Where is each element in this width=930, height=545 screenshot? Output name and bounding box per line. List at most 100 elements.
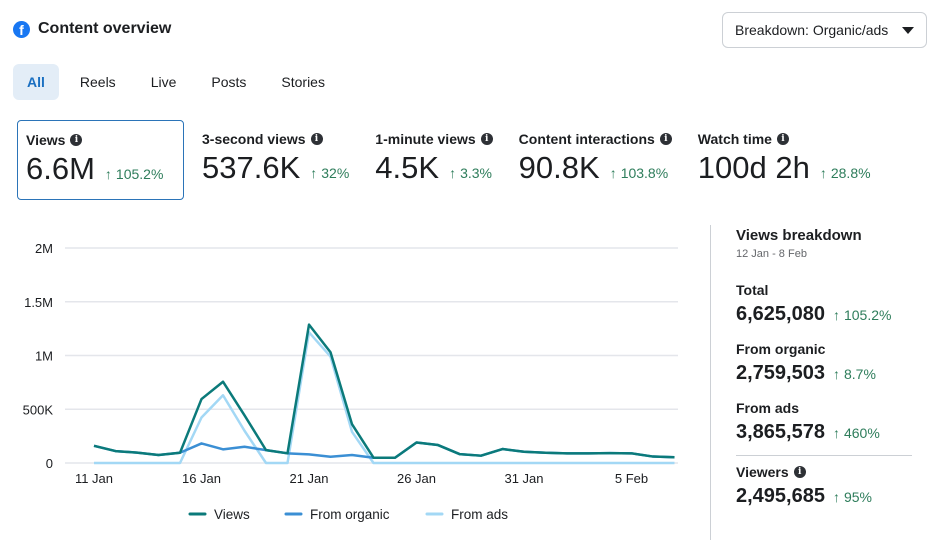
breakdown-item-label: From ads: [736, 400, 930, 416]
breakdown-item: Total 6,625,080 ↑ 105.2%: [736, 282, 930, 326]
metric-change-text: 28.8%: [830, 165, 871, 181]
x-tick-label: 16 Jan: [182, 471, 221, 486]
metric-change: ↑ 3.3%: [449, 165, 492, 181]
divider: [736, 455, 912, 456]
metric-label: Content interactions i: [519, 131, 672, 147]
breakdown-item: Viewers i 2,495,685 ↑ 95%: [736, 455, 930, 508]
arrow-up-icon: ↑: [832, 425, 840, 441]
metric-change-text: 32%: [321, 165, 350, 181]
metric-value: 100d 2h: [697, 150, 810, 185]
breakdown-item: From organic 2,759,503 ↑ 8.7%: [736, 341, 930, 385]
info-icon[interactable]: i: [480, 133, 493, 145]
label-text: Total: [736, 282, 769, 298]
info-icon[interactable]: i: [70, 134, 83, 146]
x-tick-label: 21 Jan: [289, 471, 328, 486]
metric-change: ↑ 32%: [310, 165, 349, 181]
breakdown-title: Views breakdown: [736, 227, 862, 244]
arrow-up-icon: ↑: [310, 165, 318, 181]
breakdown-item: From ads 3,865,578 ↑ 460%: [736, 400, 930, 444]
breakdown-item-label: From organic: [736, 341, 930, 357]
metric-value: 90.8K: [518, 150, 600, 185]
metric-change-text: 103.8%: [620, 165, 669, 181]
x-tick-label: 11 Jan: [75, 471, 113, 486]
views-chart: 0 500K 1M 1.5M 2M 11 Jan 16 Jan 21 Jan 26 Jan 31 …: [0, 225, 700, 540]
breakdown-item-change: ↑ 105.2%: [833, 307, 891, 323]
metric-content-interactions[interactable]: Content interactions i 90.8K ↑ 103.8%: [511, 120, 680, 200]
breakdown-item-label: Viewers i: [736, 464, 930, 480]
metric-label: 1-minute views i: [375, 131, 493, 147]
metric-change-text: 105.2%: [115, 166, 164, 182]
arrow-up-icon: ↑: [832, 366, 840, 382]
metric-change: ↑ 105.2%: [105, 166, 163, 182]
facebook-icon: f: [13, 20, 30, 38]
metrics-row: Views i 6.6M ↑ 105.2% 3-second views i 537.6K…: [17, 120, 889, 200]
chart-svg: 0 500K 1M 1.5M 2M 11 Jan 16 Jan 21 Jan 26 Jan 31 …: [23, 241, 678, 522]
header: f Content overview: [13, 20, 171, 38]
label-text: Viewers: [736, 464, 789, 480]
metric-label-text: Views: [26, 132, 66, 148]
arrow-up-icon: ↑: [832, 307, 840, 323]
arrow-up-icon: ↑: [832, 489, 840, 505]
y-tick-label: 500K: [23, 402, 54, 417]
tab-reels[interactable]: Reels: [79, 74, 116, 90]
info-icon[interactable]: i: [793, 466, 806, 478]
breakdown-label: Breakdown: Organic/ads: [735, 22, 889, 38]
label-text: From ads: [736, 400, 800, 416]
metric-1-minute-views[interactable]: 1-minute views i 4.5K ↑ 3.3%: [367, 120, 500, 200]
metric-label-text: Watch time: [697, 131, 772, 147]
breakdown-item-label: Total: [736, 282, 930, 298]
change-text: 8.7%: [843, 366, 876, 382]
breakdown-item-value: 2,759,503: [736, 362, 825, 384]
breakdown-item-value: 3,865,578: [736, 421, 825, 443]
metric-label-text: 3-second views: [202, 131, 306, 147]
info-icon[interactable]: i: [310, 133, 323, 145]
metric-label-text: 1-minute views: [375, 131, 476, 147]
tab-posts[interactable]: Posts: [211, 74, 247, 90]
metric-label-text: Content interactions: [518, 131, 655, 147]
series-line-views: [93, 323, 675, 459]
tab-stories[interactable]: Stories: [281, 74, 325, 90]
breakdown-date-range: 12 Jan - 8 Feb: [736, 248, 807, 260]
legend-label: From ads: [451, 507, 508, 522]
legend-label: Views: [214, 507, 250, 522]
breakdown-item-change: ↑ 95%: [833, 489, 872, 505]
change-text: 95%: [843, 489, 873, 505]
metric-change: ↑ 28.8%: [820, 165, 871, 181]
caret-down-icon: [902, 26, 914, 34]
series-line-from-ads: [94, 331, 675, 465]
change-text: 460%: [843, 425, 880, 441]
metric-label: Views i: [26, 132, 175, 148]
breakdown-item-change: ↑ 8.7%: [833, 366, 876, 382]
metric-label: Watch time i: [698, 131, 871, 147]
metric-value: 4.5K: [375, 150, 440, 185]
x-tick-label: 5 Feb: [615, 471, 648, 486]
info-icon[interactable]: i: [659, 133, 672, 145]
y-tick-label: 0: [46, 456, 53, 471]
tab-live[interactable]: Live: [150, 74, 177, 90]
arrow-up-icon: ↑: [819, 165, 827, 181]
breakdown-item-change: ↑ 460%: [833, 425, 880, 441]
content-tabs: All Reels Live Posts Stories: [13, 64, 346, 100]
change-text: 105.2%: [843, 307, 892, 323]
breakdown-item-value: 6,625,080: [736, 303, 825, 325]
y-tick-label: 1.5M: [24, 295, 53, 310]
metric-change: ↑ 103.8%: [610, 165, 668, 181]
info-icon[interactable]: i: [776, 133, 789, 145]
label-text: From organic: [736, 341, 826, 357]
metric-watch-time[interactable]: Watch time i 100d 2h ↑ 28.8%: [690, 120, 879, 200]
metric-3-second-views[interactable]: 3-second views i 537.6K ↑ 32%: [194, 120, 357, 200]
breakdown-item-value: 2,495,685: [736, 485, 825, 507]
y-tick-label: 2M: [35, 241, 53, 256]
legend-label: From organic: [310, 507, 390, 522]
metric-value: 6.6M: [26, 151, 95, 186]
arrow-up-icon: ↑: [104, 166, 112, 182]
metric-label: 3-second views i: [202, 131, 349, 147]
breakdown-dropdown[interactable]: Breakdown: Organic/ads: [722, 12, 927, 48]
metric-views[interactable]: Views i 6.6M ↑ 105.2%: [17, 120, 184, 200]
arrow-up-icon: ↑: [449, 165, 457, 181]
x-tick-label: 26 Jan: [397, 471, 436, 486]
tab-all[interactable]: All: [13, 64, 59, 100]
x-tick-label: 31 Jan: [504, 471, 543, 486]
y-tick-label: 1M: [35, 349, 53, 364]
metric-change-text: 3.3%: [460, 165, 492, 181]
